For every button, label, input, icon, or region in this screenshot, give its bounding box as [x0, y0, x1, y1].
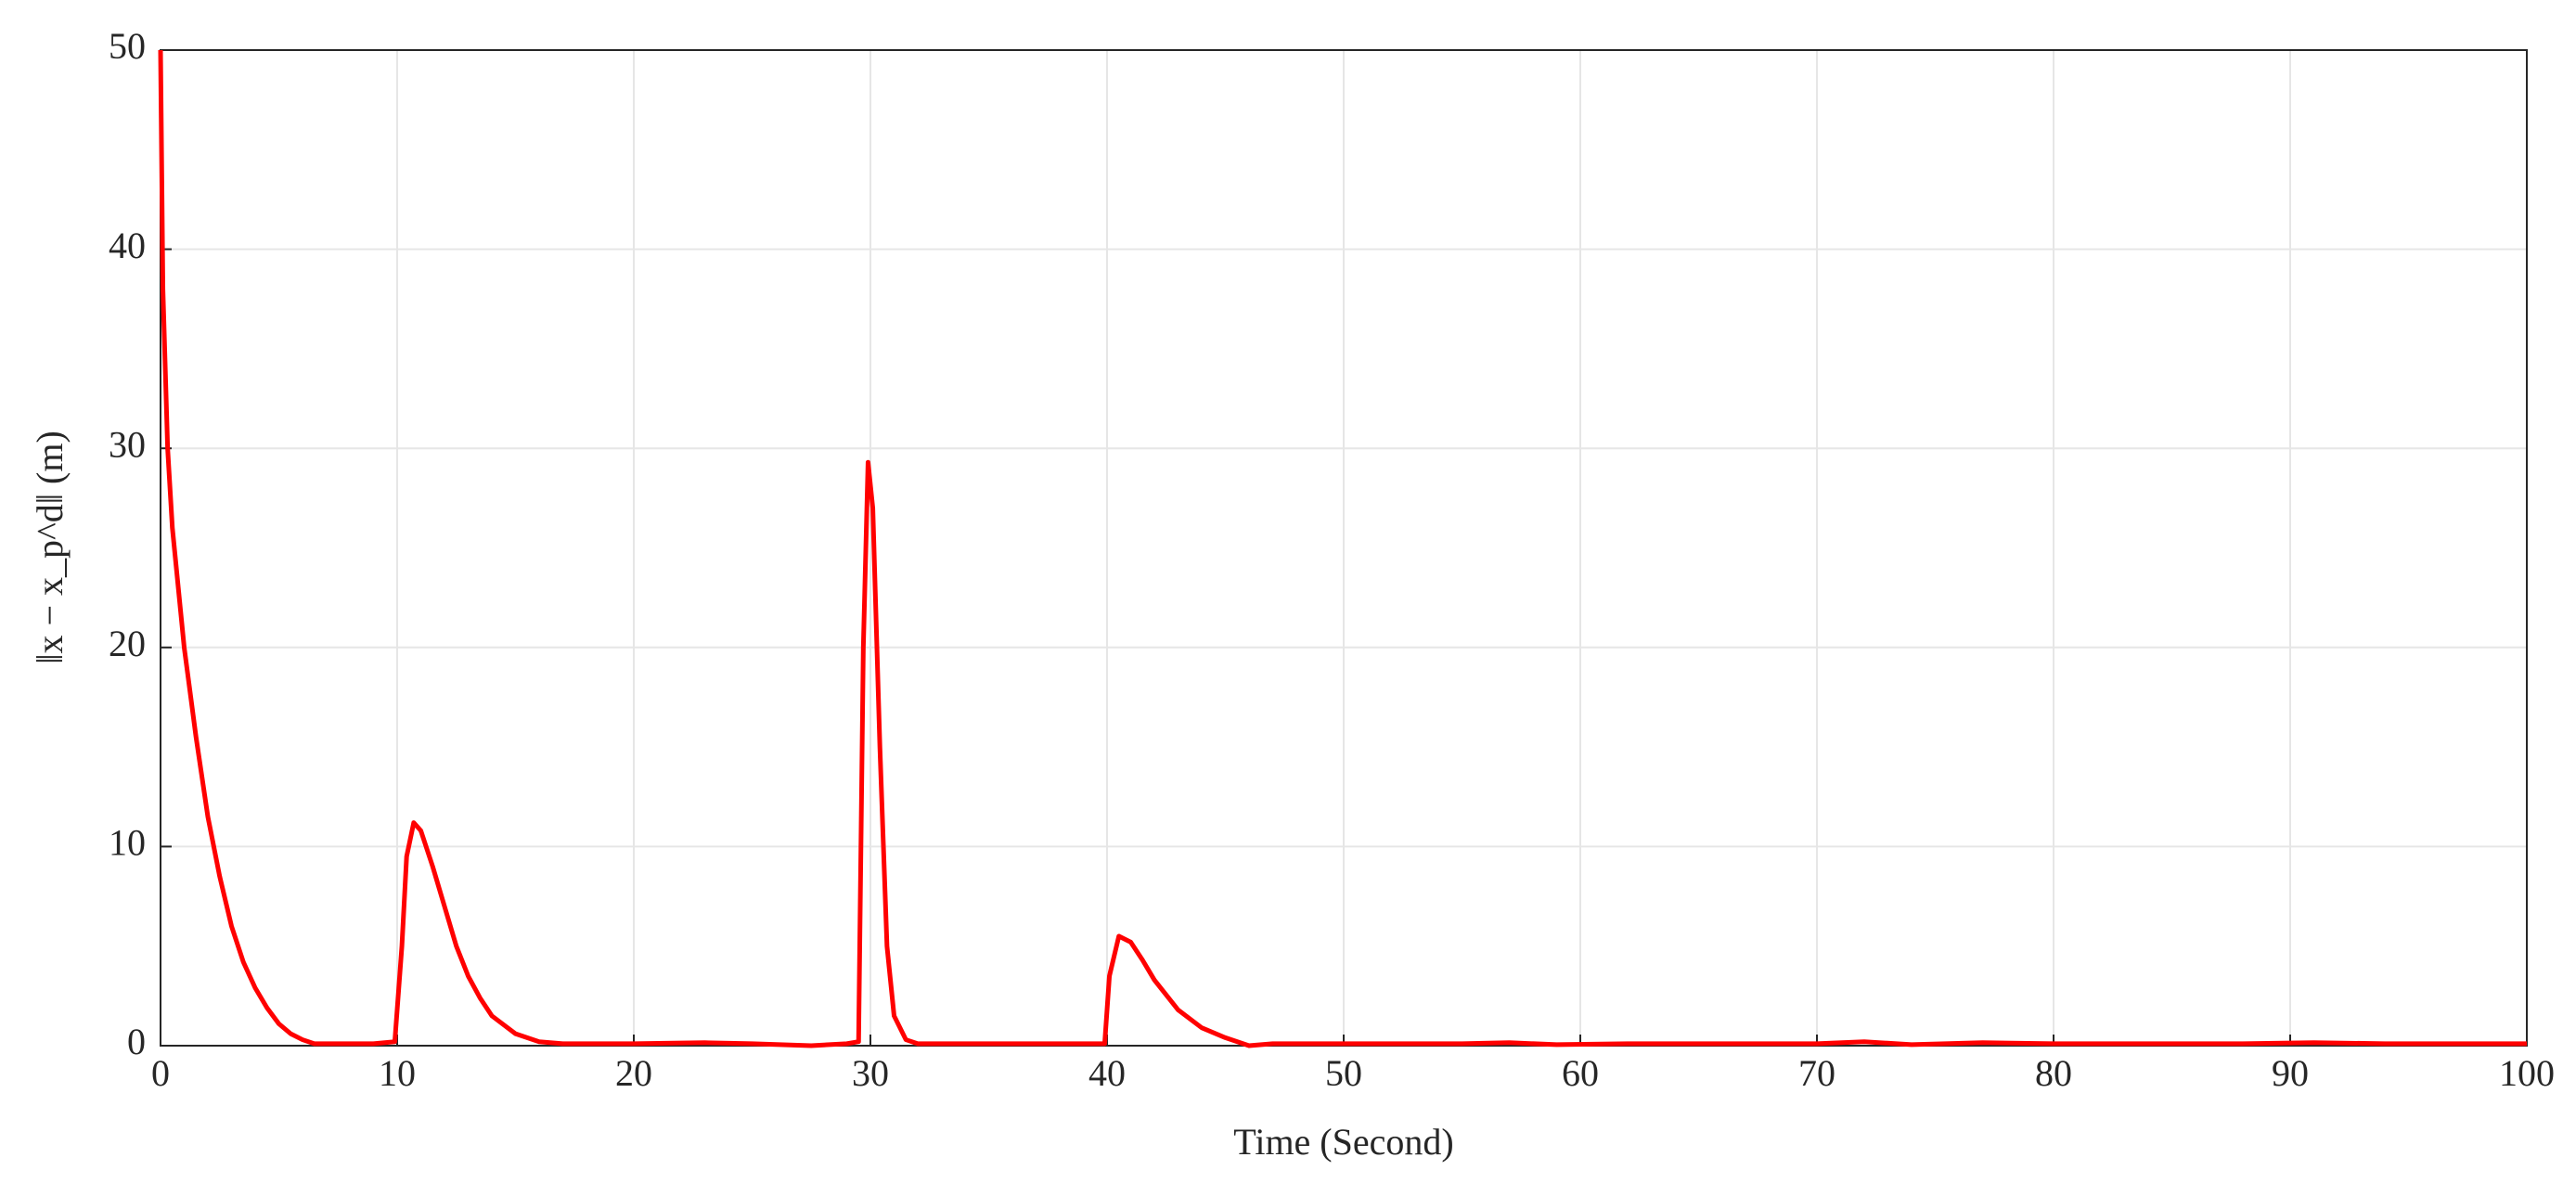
y-tick-label: 30 — [109, 423, 146, 465]
y-axis-label: ‖x − x_p^d‖ (m) — [29, 431, 71, 664]
x-tick-label: 40 — [1088, 1052, 1126, 1094]
y-tick-label: 40 — [109, 225, 146, 266]
data-line — [158, 49, 2527, 1048]
y-tick-label: 50 — [109, 25, 146, 67]
x-tick-label: 70 — [1798, 1052, 1835, 1094]
x-tick-label: 0 — [151, 1052, 170, 1094]
y-tick-label: 20 — [109, 623, 146, 664]
y-tick-label: 10 — [109, 822, 146, 864]
x-tick-label: 100 — [2499, 1052, 2555, 1094]
x-axis-label: Time (Second) — [1233, 1121, 1453, 1163]
x-tick-label: 50 — [1325, 1052, 1362, 1094]
x-tick-label: 60 — [1562, 1052, 1599, 1094]
x-tick-label: 10 — [379, 1052, 416, 1094]
x-tick-label: 90 — [2272, 1052, 2309, 1094]
x-tick-label: 80 — [2035, 1052, 2072, 1094]
x-tick-label: 20 — [615, 1052, 652, 1094]
y-tick-label: 0 — [127, 1021, 146, 1062]
x-tick-label: 30 — [852, 1052, 889, 1094]
